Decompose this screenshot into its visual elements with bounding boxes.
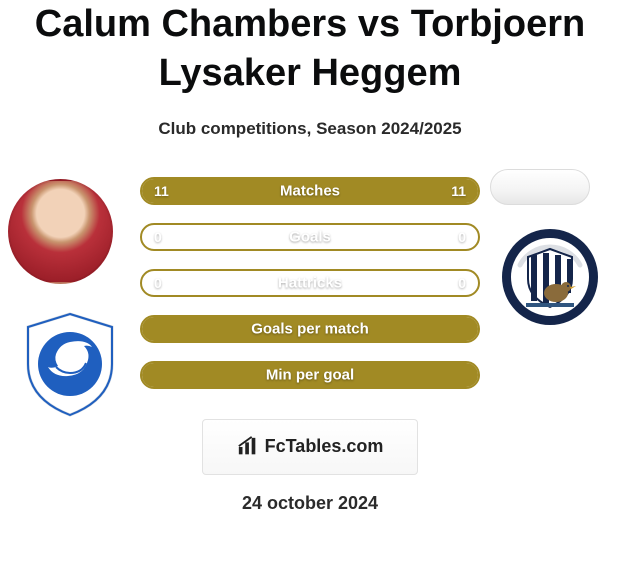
date-text: 24 october 2024 [0,493,620,514]
stat-label: Goals per match [142,320,478,337]
stat-label: Matches [142,182,478,199]
stat-row: 00Hattricks [140,269,480,297]
club-right-crest [500,227,600,327]
stat-label: Min per goal [142,366,478,383]
stat-rows: 1111Matches 00Goals 00Hattricks Goals per m… [140,177,480,407]
subtitle: Club competitions, Season 2024/2025 [0,119,620,139]
footer-brand-text: FcTables.com [265,436,384,457]
stat-row: 00Goals [140,223,480,251]
player-right-avatar [490,169,590,205]
bar-chart-icon [237,436,259,458]
page-title: Calum Chambers vs Torbjoern Lysaker Hegg… [0,0,620,107]
footer-brand-badge[interactable]: FcTables.com [202,419,418,475]
stat-label: Goals [142,228,478,245]
stat-label: Hattricks [142,274,478,291]
player-left-avatar [8,179,113,284]
club-left-crest [20,309,120,419]
stat-row: Min per goal [140,361,480,389]
comparison-card: Calum Chambers vs Torbjoern Lysaker Hegg… [0,0,620,580]
main-area: 1111Matches 00Goals 00Hattricks Goals per m… [0,169,620,409]
stat-row: 1111Matches [140,177,480,205]
stat-row: Goals per match [140,315,480,343]
